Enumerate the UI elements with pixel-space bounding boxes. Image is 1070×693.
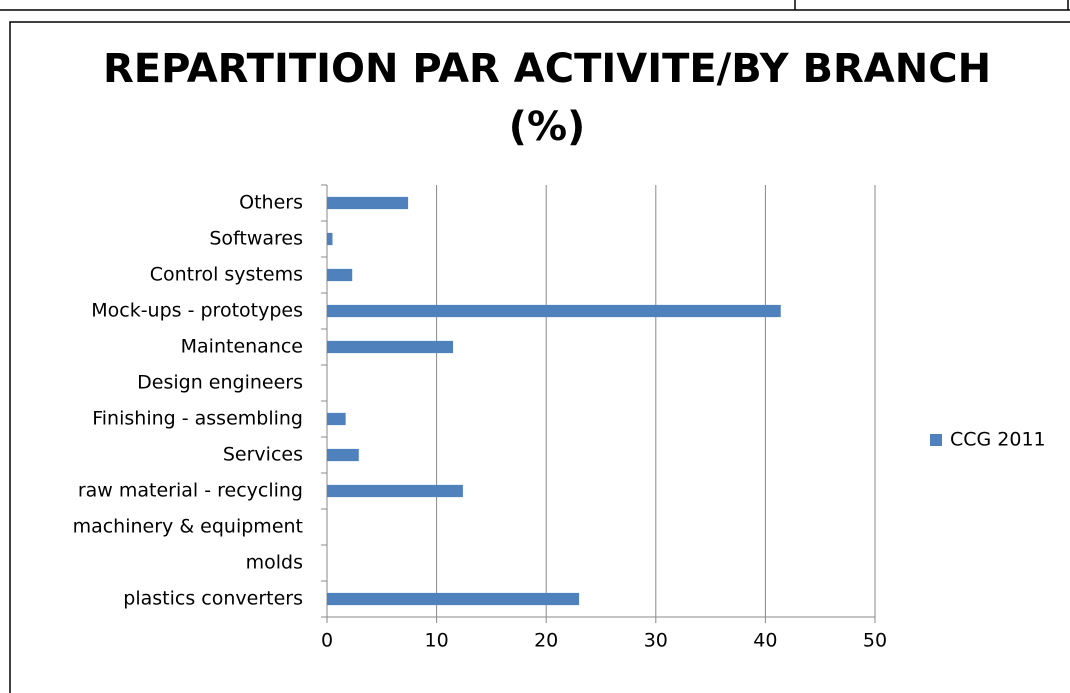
y-tick-label: Design engineers [137,372,303,394]
y-tick-label: raw material - recycling [78,480,303,502]
y-tick-label: plastics converters [123,588,303,610]
y-tick-label: machinery & equipment [73,516,303,538]
y-tick-label: Mock-ups - prototypes [91,300,303,322]
x-tick-label: 50 [863,630,887,652]
x-tick-label: 30 [644,630,668,652]
x-tick-label: 0 [321,630,333,652]
bar [327,448,359,462]
legend-swatch [930,434,942,446]
bar [327,412,346,426]
y-tick-label: molds [246,552,303,574]
y-tick-label: Finishing - assembling [92,408,303,430]
y-tick-label: Maintenance [181,336,303,358]
chart-frame [9,21,1070,693]
x-tick-label: 10 [425,630,449,652]
bar [327,232,333,246]
bar [327,304,781,318]
chart-title: REPARTITION PAR ACTIVITE/BY BRANCH (%) [102,46,992,150]
x-tick-label: 40 [753,630,777,652]
bar [327,268,353,282]
bar [327,484,463,498]
y-tick-label: Others [239,192,303,214]
bar [327,196,409,210]
legend-label: CCG 2011 [950,429,1046,451]
bar [327,340,454,354]
y-tick-label: Softwares [209,228,303,250]
y-tick-label: Services [223,444,303,466]
x-tick-label: 20 [534,630,558,652]
y-tick-label: Control systems [150,264,303,286]
bar [327,592,580,606]
